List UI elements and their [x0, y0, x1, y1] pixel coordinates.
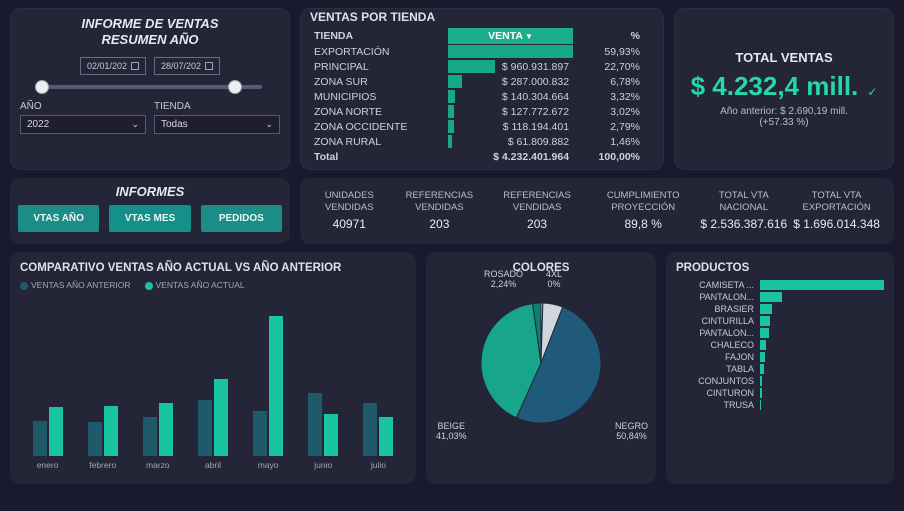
- table-row[interactable]: ZONA OCCIDENTE$ 118.194.4012,79%: [310, 119, 654, 134]
- table-title: VENTAS POR TIENDA: [310, 10, 654, 24]
- chevron-down-icon: ⌄: [265, 119, 273, 130]
- comparativo-legend: VENTAS AÑO ANTERIOR VENTAS AÑO ACTUAL: [20, 280, 406, 290]
- month-group: febrero: [88, 316, 118, 470]
- bar-cur: [379, 417, 393, 456]
- year-dropdown[interactable]: 2022⌄: [20, 115, 146, 134]
- col-tienda[interactable]: TIENDA: [310, 28, 448, 44]
- kpi-card: TOTAL VTA NACIONAL$ 2.536.387.616: [700, 190, 787, 231]
- total-ventas-value: $ 4.232,4 mill.: [691, 71, 859, 101]
- sort-desc-icon: ▼: [525, 32, 533, 41]
- col-venta[interactable]: VENTA▼: [448, 28, 573, 44]
- month-group: junio: [308, 316, 338, 470]
- chevron-down-icon: ⌄: [131, 119, 139, 130]
- bar-cur: [269, 316, 283, 456]
- kpi-card: TOTAL VTA EXPORTACIÓN$ 1.696.014.348: [787, 190, 886, 231]
- pie-label-4xl: 4XL0%: [546, 270, 562, 290]
- total-ventas-prev: Año anterior: $ 2.690,19 mill.: [684, 106, 884, 117]
- month-group: enero: [33, 316, 63, 470]
- bar-prev: [253, 411, 267, 456]
- kpi-card: REFERENCIAS VENDIDAS203: [391, 190, 489, 231]
- pie-label-beige: BEIGE41,03%: [436, 422, 467, 442]
- table-row[interactable]: ZONA RURAL$ 61.809.8821,46%: [310, 134, 654, 149]
- total-ventas-panel: TOTAL VENTAS $ 4.232,4 mill. ✓ Año anter…: [674, 8, 894, 170]
- bar-prev: [363, 403, 377, 456]
- colores-panel: COLORES ROSADO2,24% 4XL0% NEGRO50,84% BE…: [426, 252, 656, 484]
- colores-title: COLORES: [436, 262, 646, 274]
- calendar-icon: [131, 62, 139, 70]
- check-icon: ✓: [867, 85, 877, 99]
- product-row: CINTURON: [676, 388, 884, 398]
- total-ventas-delta: (+57.33 %): [684, 117, 884, 128]
- report-title: INFORME DE VENTAS RESUMEN AÑO: [20, 16, 280, 49]
- kpi-card: CUMPLIMIENTO PROYECCIÓN89,8 %: [586, 190, 700, 231]
- informes-button[interactable]: VTAS MES: [109, 205, 190, 232]
- table-row[interactable]: ZONA SUR$ 287.000.8326,78%: [310, 74, 654, 89]
- slider-thumb-from[interactable]: [35, 80, 49, 94]
- table-row[interactable]: PRINCIPAL$ 960.931.89722,70%: [310, 59, 654, 74]
- table-row[interactable]: MUNICIPIOS$ 140.304.6643,32%: [310, 89, 654, 104]
- date-to-input[interactable]: 28/07/202: [154, 57, 220, 75]
- kpi-card: REFERENCIAS VENDIDAS203: [488, 190, 586, 231]
- kpi-card: UNIDADES VENDIDAS40971: [308, 190, 391, 231]
- bar-cur: [49, 407, 63, 456]
- bar-prev: [88, 422, 102, 456]
- month-group: julio: [363, 316, 393, 470]
- store-dropdown[interactable]: Todas⌄: [154, 115, 280, 134]
- month-group: marzo: [143, 316, 173, 470]
- bar-cur: [324, 414, 338, 456]
- filter-panel: INFORME DE VENTAS RESUMEN AÑO 02/01/202 …: [10, 8, 290, 170]
- ventas-table: TIENDA VENTA▼ % EXPORTACIÓN$ 2.536.387.6…: [310, 28, 654, 164]
- productos-title: PRODUCTOS: [676, 262, 884, 274]
- slider-thumb-to[interactable]: [228, 80, 242, 94]
- store-label: TIENDA: [154, 101, 280, 112]
- pie-label-negro: NEGRO50,84%: [615, 422, 648, 442]
- col-pct[interactable]: %: [573, 28, 654, 44]
- table-row[interactable]: EXPORTACIÓN$ 2.536.387.61659,93%: [310, 44, 654, 59]
- bar-prev: [308, 393, 322, 456]
- calendar-icon: [205, 62, 213, 70]
- bar-prev: [198, 400, 212, 456]
- date-from-input[interactable]: 02/01/202: [80, 57, 146, 75]
- informes-panel: INFORMES VTAS AÑO VTAS MES PEDIDOS: [10, 178, 290, 244]
- bar-cur: [104, 406, 118, 456]
- month-group: mayo: [253, 316, 283, 470]
- bar-cur: [159, 403, 173, 456]
- product-row: FAJON: [676, 352, 884, 362]
- informes-button[interactable]: PEDIDOS: [201, 205, 282, 232]
- product-row: PANTALON...: [676, 328, 884, 338]
- informes-title: INFORMES: [18, 184, 282, 199]
- product-row: BRASIER: [676, 304, 884, 314]
- pie-chart: ROSADO2,24% 4XL0% NEGRO50,84% BEIGE41,03…: [466, 288, 616, 438]
- pie-label-rosado: ROSADO2,24%: [484, 270, 523, 290]
- bar-prev: [143, 417, 157, 456]
- table-total-row: Total$ 4.232.401.964100,00%: [310, 149, 654, 164]
- ventas-por-tienda-panel: VENTAS POR TIENDA TIENDA VENTA▼ % EXPORT…: [300, 8, 664, 170]
- comparativo-title: COMPARATIVO VENTAS AÑO ACTUAL VS AÑO ANT…: [20, 262, 406, 274]
- product-row: CINTURILLA: [676, 316, 884, 326]
- table-row[interactable]: ZONA NORTE$ 127.772.6723,02%: [310, 104, 654, 119]
- productos-panel: PRODUCTOS CAMISETA ... PANTALON... BRASIER…: [666, 252, 894, 484]
- informes-button[interactable]: VTAS AÑO: [18, 205, 99, 232]
- kpi-strip: UNIDADES VENDIDAS40971REFERENCIAS VENDID…: [300, 178, 894, 244]
- product-row: CONJUNTOS: [676, 376, 884, 386]
- bar-prev: [33, 421, 47, 456]
- product-row: TRUSA: [676, 400, 884, 410]
- product-row: TABLA: [676, 364, 884, 374]
- product-row: PANTALON...: [676, 292, 884, 302]
- product-row: CAMISETA ...: [676, 280, 884, 290]
- total-ventas-title: TOTAL VENTAS: [684, 50, 884, 65]
- month-group: abril: [198, 316, 228, 470]
- date-range-slider[interactable]: [38, 85, 262, 89]
- year-label: AÑO: [20, 101, 146, 112]
- bar-cur: [214, 379, 228, 456]
- product-row: CHALECO: [676, 340, 884, 350]
- comparativo-panel: COMPARATIVO VENTAS AÑO ACTUAL VS AÑO ANT…: [10, 252, 416, 484]
